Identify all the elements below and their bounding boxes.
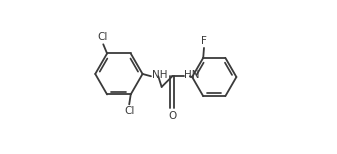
Text: NH: NH (152, 71, 167, 81)
Text: HN: HN (184, 71, 200, 81)
Text: Cl: Cl (97, 32, 108, 43)
Text: Cl: Cl (124, 106, 134, 116)
Text: F: F (201, 36, 207, 46)
Text: O: O (168, 111, 177, 121)
